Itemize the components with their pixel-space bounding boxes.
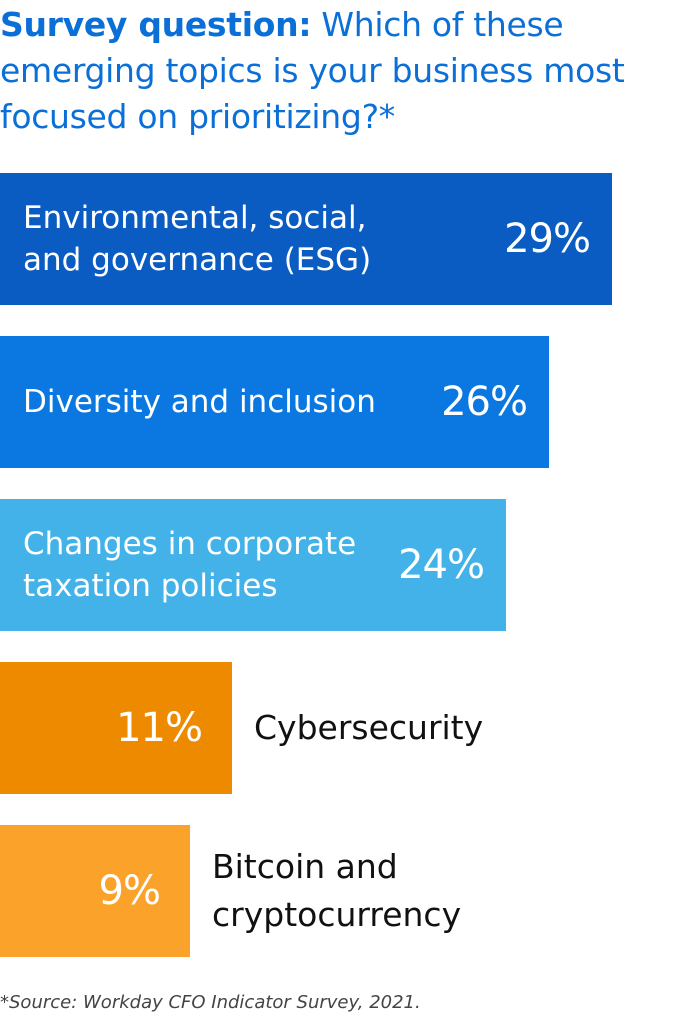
bar: [0, 173, 612, 305]
bar: [0, 825, 190, 957]
bar: [0, 499, 506, 631]
bar-category-label: Diversity and inclusion: [23, 384, 376, 420]
chart-title: Survey question: Which of these emerging…: [0, 2, 690, 140]
bar: [0, 662, 232, 794]
bar-category-label: Cybersecurity: [254, 708, 484, 747]
title-lead: Survey question:: [0, 5, 312, 44]
bar-category-label: Environmental, social, and governance (E…: [23, 200, 372, 278]
bar-category-label: Bitcoin and cryptocurrency: [212, 847, 462, 934]
source-note: *Source: Workday CFO Indicator Survey, 2…: [0, 992, 421, 1013]
title-question: Which of these emerging topics is your b…: [0, 5, 625, 136]
bar-value-label: 24%: [398, 542, 485, 588]
bar-value-label: 26%: [441, 379, 528, 425]
bar-value-label: 11%: [116, 705, 203, 751]
bar-category-label: Changes in corporate taxation policies: [23, 526, 357, 604]
bar-value-label: 9%: [98, 868, 161, 914]
bar: [0, 336, 549, 468]
bar-value-label: 29%: [504, 216, 591, 262]
